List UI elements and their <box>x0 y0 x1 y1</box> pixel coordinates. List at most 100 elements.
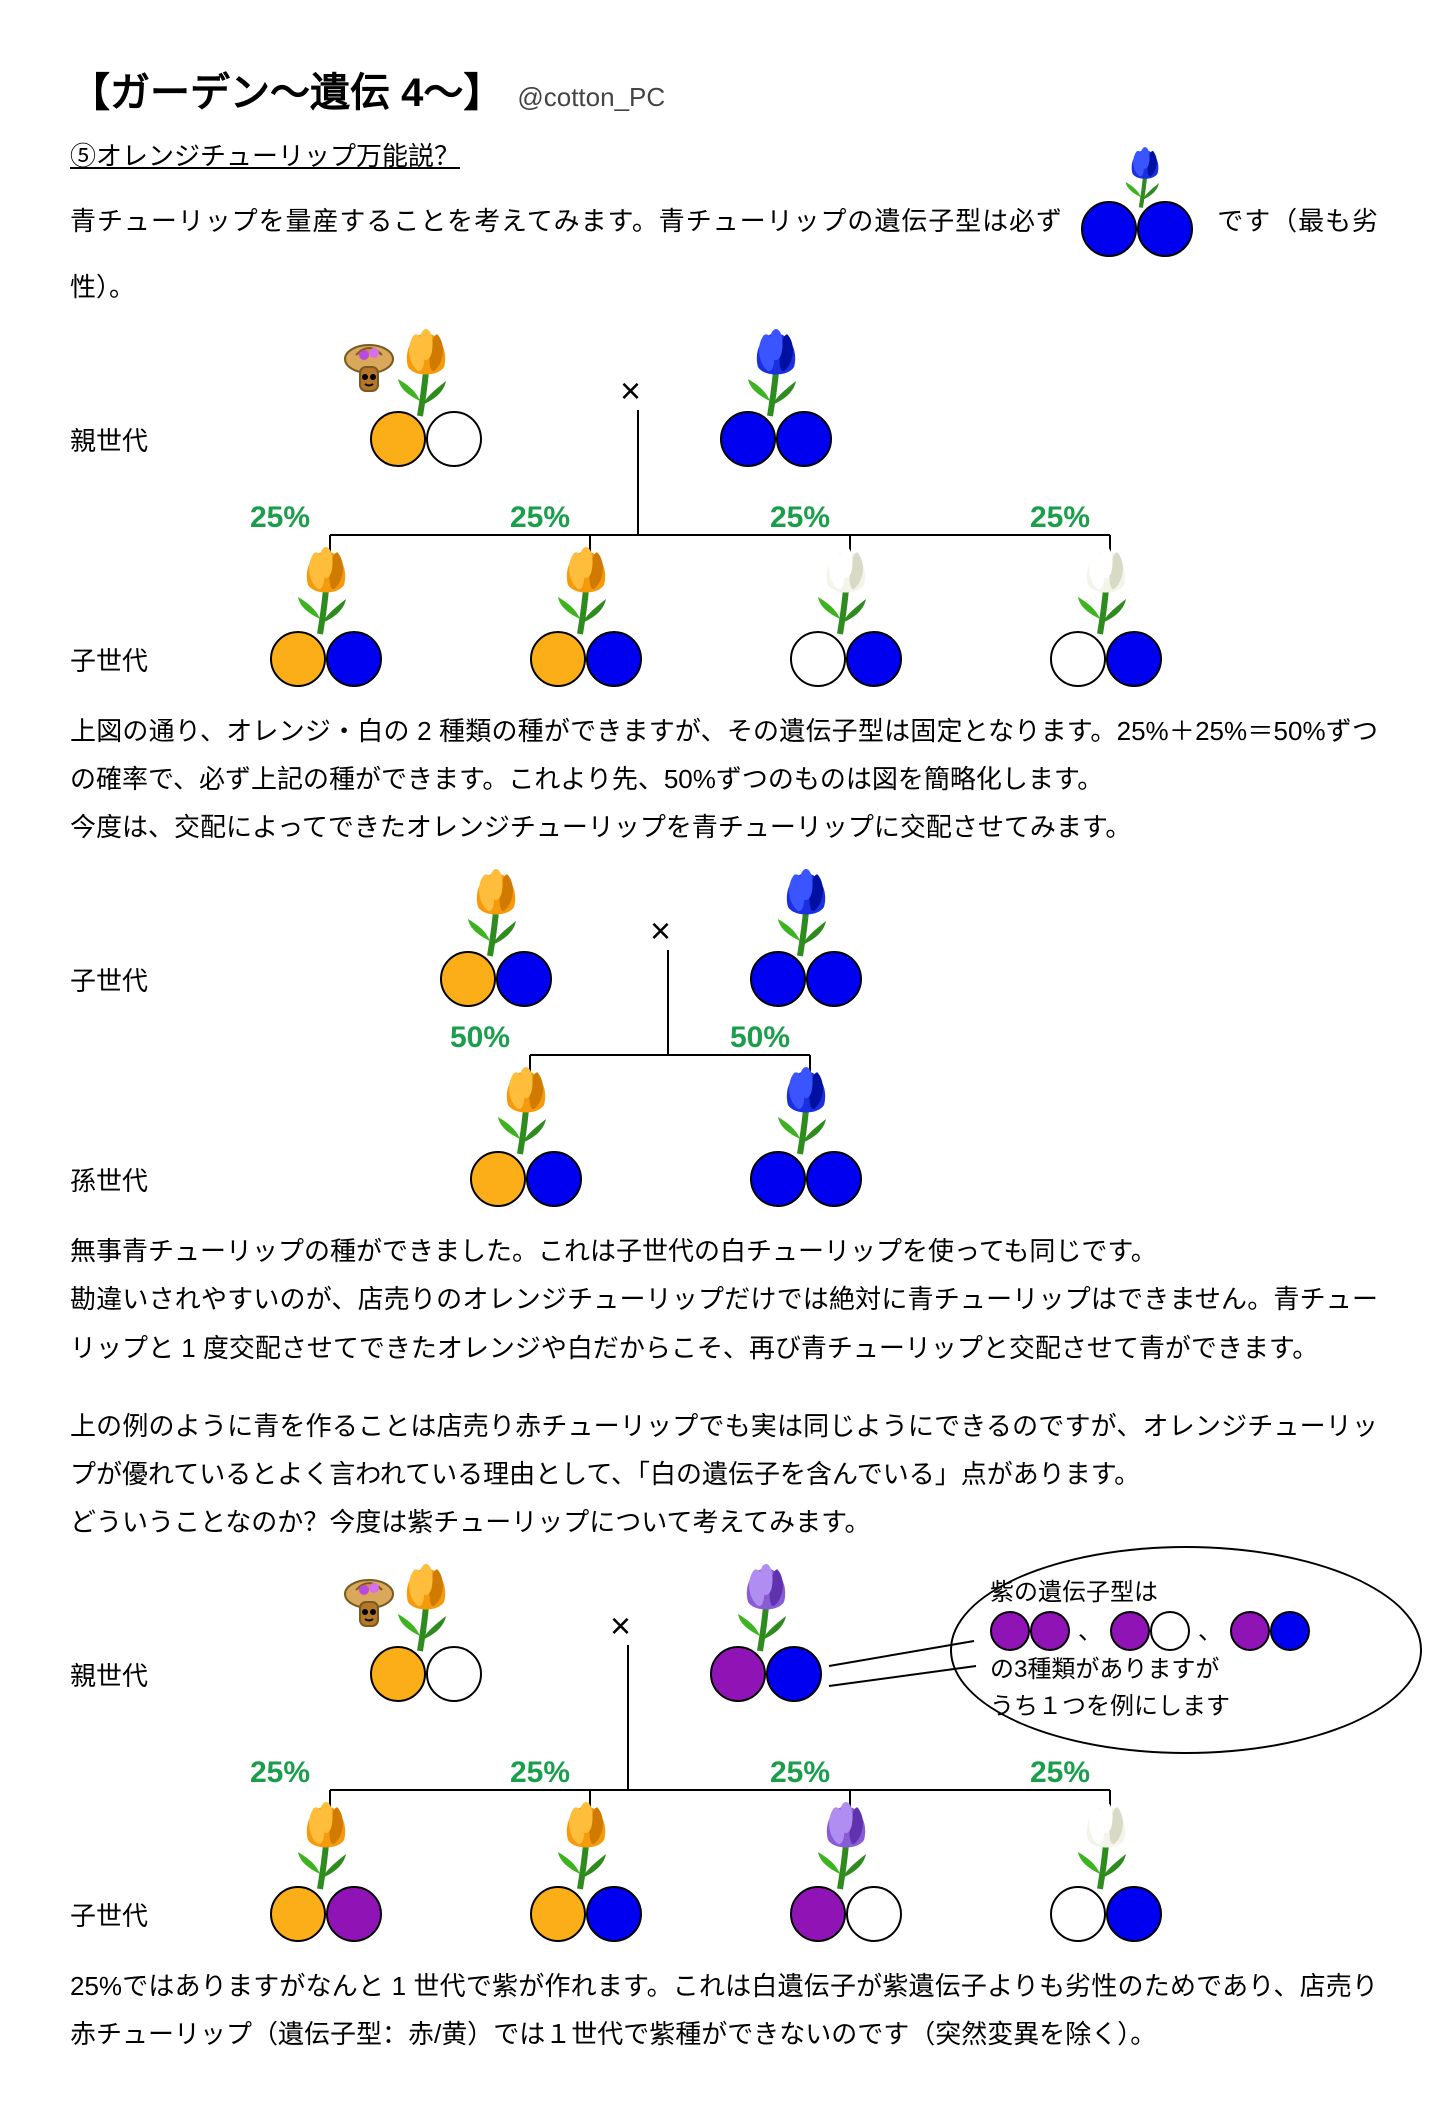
orange-tulip-icon <box>386 323 466 418</box>
allele-pair <box>370 1646 482 1702</box>
allele-circle <box>776 411 832 467</box>
probability-label: 25% <box>770 501 830 535</box>
probability-label: 25% <box>770 1756 830 1790</box>
allele-circle <box>846 1886 902 1942</box>
row-label: 孫世代 <box>70 1161 148 1198</box>
title-row: 【ガーデン～遺伝 4～】 @cotton_PC <box>70 60 1378 118</box>
allele-circle <box>586 1886 642 1942</box>
blue-tulip-icon <box>736 323 816 418</box>
allele-circle <box>846 631 902 687</box>
allele-circle <box>586 631 642 687</box>
allele-pair <box>440 951 552 1007</box>
allele-circle <box>1230 1611 1270 1651</box>
allele-circle <box>530 1886 586 1942</box>
allele-circle <box>1137 201 1193 257</box>
inline-blue-tulip-icon <box>1117 143 1173 209</box>
row-label: 親世代 <box>70 1656 148 1693</box>
row-label: 子世代 <box>70 1896 148 1933</box>
allele-circle <box>1270 1611 1310 1651</box>
orange-tulip-icon <box>546 541 626 636</box>
row-label: 子世代 <box>70 961 148 998</box>
row-label: 子世代 <box>70 641 148 678</box>
cross-symbol: × <box>620 370 641 412</box>
probability-label: 25% <box>250 1756 310 1790</box>
allele-circle <box>1110 1611 1150 1651</box>
allele-pair <box>470 1151 582 1207</box>
white-tulip-icon <box>1066 1796 1146 1891</box>
orange-tulip-icon <box>456 863 536 958</box>
section-heading: ⑤オレンジチューリップ万能説？ <box>70 136 1378 173</box>
allele-circle <box>370 411 426 467</box>
allele-circle <box>750 1151 806 1207</box>
allele-circle <box>530 631 586 687</box>
diagram-1: 親世代子世代 ×25% 25% 25% 25% <box>70 321 1378 701</box>
allele-circle <box>720 411 776 467</box>
orange-tulip-icon <box>546 1796 626 1891</box>
author-handle: @cotton_PC <box>517 82 665 113</box>
allele-pair <box>720 411 832 467</box>
paragraph: 25%ではありますがなんと 1 世代で紫が作れます。これは白遺伝子が紫遺伝子より… <box>70 1962 1378 2058</box>
allele-circle <box>1150 1611 1190 1651</box>
allele-circle <box>1050 1886 1106 1942</box>
allele-pair <box>1050 1886 1162 1942</box>
allele-pair <box>750 951 862 1007</box>
allele-circle <box>370 1646 426 1702</box>
allele-pair <box>1050 631 1162 687</box>
probability-label: 25% <box>510 501 570 535</box>
shop-badge-icon <box>342 337 396 397</box>
allele-circle <box>270 1886 326 1942</box>
allele-circle <box>790 631 846 687</box>
allele-pair <box>370 411 482 467</box>
probability-label: 25% <box>1030 501 1090 535</box>
paragraph: 上図の通り、オレンジ・白の 2 種類の種ができますが、その遺伝子型は固定となりま… <box>70 707 1378 851</box>
blue-tulip-icon <box>766 1061 846 1156</box>
allele-circle <box>990 1611 1030 1651</box>
allele-circle <box>526 1151 582 1207</box>
allele-pair <box>530 1886 642 1942</box>
intro-line: 青チューリップを量産することを考えてみます。青チューリップの遺伝子型は必ず です… <box>70 183 1378 311</box>
cross-symbol: × <box>650 910 671 952</box>
allele-circle <box>426 411 482 467</box>
allele-circle <box>496 951 552 1007</box>
allele-circle <box>710 1646 766 1702</box>
bubble-allele-examples: 、、 <box>990 1611 1310 1651</box>
allele-circle <box>270 631 326 687</box>
shop-badge-icon <box>342 1572 396 1632</box>
allele-pair <box>530 631 642 687</box>
allele-circle <box>426 1646 482 1702</box>
blue-tulip-icon <box>766 863 846 958</box>
white-tulip-icon <box>806 541 886 636</box>
cross-symbol: × <box>610 1605 631 1647</box>
probability-label: 25% <box>1030 1756 1090 1790</box>
diagram-3: 親世代子世代 ×25% 25% 25% 25% 紫の遺伝子 <box>70 1556 1378 1956</box>
allele-pair <box>790 1886 902 1942</box>
white-tulip-icon <box>1066 541 1146 636</box>
allele-circle <box>806 951 862 1007</box>
allele-pair <box>270 1886 382 1942</box>
allele-circle <box>1050 631 1106 687</box>
intro-prefix: 青チューリップを量産することを考えてみます。青チューリップの遺伝子型は必ず <box>70 206 1063 236</box>
page: 【ガーデン～遺伝 4～】 @cotton_PC ⑤オレンジチューリップ万能説？ … <box>0 0 1448 2128</box>
bubble-line: 紫の遺伝子型は <box>990 1574 1390 1611</box>
allele-pair <box>750 1151 862 1207</box>
allele-pair <box>790 631 902 687</box>
orange-tulip-icon <box>486 1061 566 1156</box>
allele-circle <box>806 1151 862 1207</box>
probability-label: 50% <box>730 1021 790 1055</box>
probability-label: 50% <box>450 1021 510 1055</box>
allele-pair <box>270 631 382 687</box>
allele-pair <box>710 1646 822 1702</box>
orange-tulip-icon <box>286 1796 366 1891</box>
allele-circle <box>1030 1611 1070 1651</box>
allele-circle <box>1081 201 1137 257</box>
allele-circle <box>326 631 382 687</box>
allele-circle <box>750 951 806 1007</box>
purple-tulip-icon <box>806 1796 886 1891</box>
allele-circle <box>440 951 496 1007</box>
allele-circle <box>1106 1886 1162 1942</box>
probability-label: 25% <box>250 501 310 535</box>
orange-tulip-icon <box>286 541 366 636</box>
allele-circle <box>326 1886 382 1942</box>
allele-circle <box>790 1886 846 1942</box>
paragraph: 上の例のように青を作ることは店売り赤チューリップでも実は同じようにできるのですが… <box>70 1402 1378 1546</box>
